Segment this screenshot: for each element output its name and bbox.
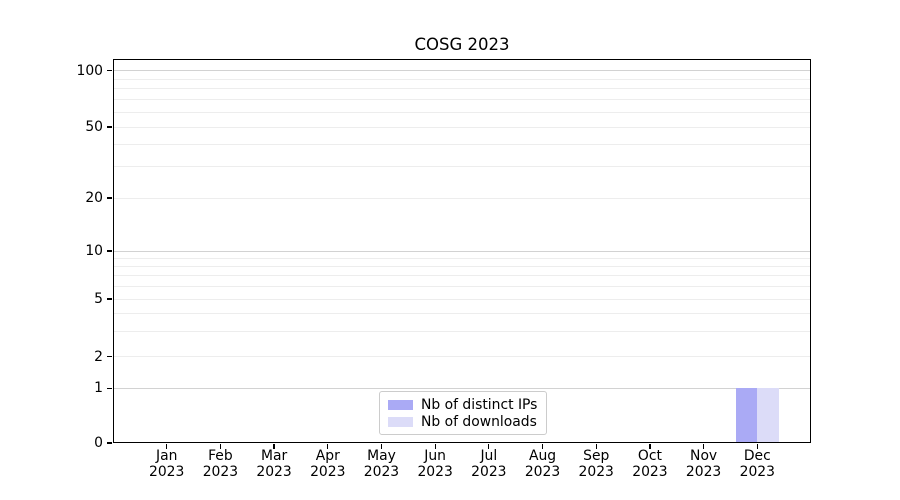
x-axis-tick-label: Aug 2023 bbox=[524, 448, 561, 480]
x-axis-tick-label: Nov 2023 bbox=[685, 448, 722, 480]
y-axis-tick-label: 50 bbox=[85, 119, 103, 135]
y-axis-tick-label: 5 bbox=[94, 291, 103, 307]
legend-item: Nb of distinct IPs bbox=[388, 397, 537, 413]
gridline-minor bbox=[113, 197, 811, 199]
y-axis-tick-label: 20 bbox=[85, 190, 103, 206]
x-axis-tick-label: Mar 2023 bbox=[256, 448, 292, 480]
gridline-minor bbox=[113, 166, 811, 168]
x-axis-tick-label: Dec 2023 bbox=[739, 448, 775, 480]
gridline-minor bbox=[113, 99, 811, 101]
gridline-minor bbox=[113, 111, 811, 113]
gridline-minor bbox=[113, 78, 811, 80]
y-axis-tick-mark bbox=[107, 250, 112, 252]
gridline-minor bbox=[113, 298, 811, 300]
x-axis-tick-label: Apr 2023 bbox=[310, 448, 346, 480]
y-axis-tick-mark bbox=[107, 442, 112, 444]
gridline-minor bbox=[113, 257, 811, 259]
legend-swatch-downloads bbox=[388, 417, 413, 427]
x-axis-tick-mark bbox=[541, 444, 544, 449]
y-axis-tick-mark bbox=[107, 298, 112, 300]
y-axis-tick-label: 1 bbox=[94, 380, 103, 397]
gridline-minor bbox=[113, 330, 811, 332]
legend-item: Nb of downloads bbox=[388, 414, 537, 430]
plot-area: 0 1 2 5 10 20 50 100 Jan 2023 Feb 2023 Mar 2023 Apr… bbox=[76, 59, 811, 479]
x-axis-tick-mark bbox=[649, 444, 651, 449]
y-axis-tick-mark bbox=[107, 387, 112, 389]
x-axis-tick-label: Feb 2023 bbox=[202, 448, 239, 480]
x-axis-tick-label: Oct 2023 bbox=[632, 448, 668, 480]
bar-distinct-ips bbox=[735, 388, 758, 443]
y-axis-tick-mark bbox=[107, 197, 112, 199]
x-axis-tick-label: Jun 2023 bbox=[417, 448, 453, 480]
x-axis-tick-label: Sep 2023 bbox=[578, 448, 614, 480]
x-axis-tick-mark bbox=[166, 444, 168, 449]
gridline-major bbox=[113, 70, 811, 71]
legend-label-distinct-ips: Nb of distinct IPs bbox=[421, 397, 538, 413]
bar-downloads bbox=[757, 388, 779, 443]
x-axis-tick-mark bbox=[595, 444, 597, 449]
y-axis-tick-label: 10 bbox=[85, 243, 103, 259]
x-axis-tick-label: Jan 2023 bbox=[149, 448, 185, 480]
gridline-major bbox=[113, 250, 811, 252]
y-axis-tick-label: 100 bbox=[76, 62, 103, 79]
legend: Nb of distinct IPs Nb of downloads bbox=[379, 391, 547, 435]
chart-title: COSG 2023 bbox=[414, 35, 510, 54]
legend-label-downloads: Nb of downloads bbox=[421, 414, 537, 430]
gridline-minor bbox=[113, 356, 811, 358]
y-axis-tick-mark bbox=[107, 356, 112, 358]
legend-swatch-distinct-ips bbox=[388, 400, 413, 410]
gridline-minor bbox=[113, 143, 811, 145]
x-axis-tick-mark bbox=[702, 444, 705, 449]
x-axis-tick-mark bbox=[434, 444, 436, 449]
y-axis-tick-mark bbox=[107, 126, 112, 128]
x-axis-tick-mark bbox=[380, 444, 383, 449]
gridline-minor bbox=[113, 265, 811, 267]
gridline-minor bbox=[113, 126, 811, 128]
y-axis-tick-label: 0 bbox=[94, 435, 103, 451]
x-axis-tick-label: May 2023 bbox=[363, 448, 400, 480]
gridline-minor bbox=[113, 275, 811, 277]
gridline-minor bbox=[113, 312, 811, 314]
x-axis-tick-mark bbox=[327, 444, 329, 449]
y-axis-tick-label: 2 bbox=[94, 348, 103, 365]
gridline-minor bbox=[113, 88, 811, 90]
gridline-major bbox=[113, 387, 811, 389]
y-axis-tick-mark bbox=[107, 69, 112, 72]
x-axis-tick-mark bbox=[219, 444, 222, 449]
x-axis-tick-mark bbox=[756, 444, 758, 449]
gridline-minor bbox=[113, 285, 811, 287]
x-axis-tick-mark bbox=[488, 444, 490, 449]
x-axis-tick-mark bbox=[273, 444, 275, 449]
x-axis-tick-label: Jul 2023 bbox=[471, 448, 507, 480]
